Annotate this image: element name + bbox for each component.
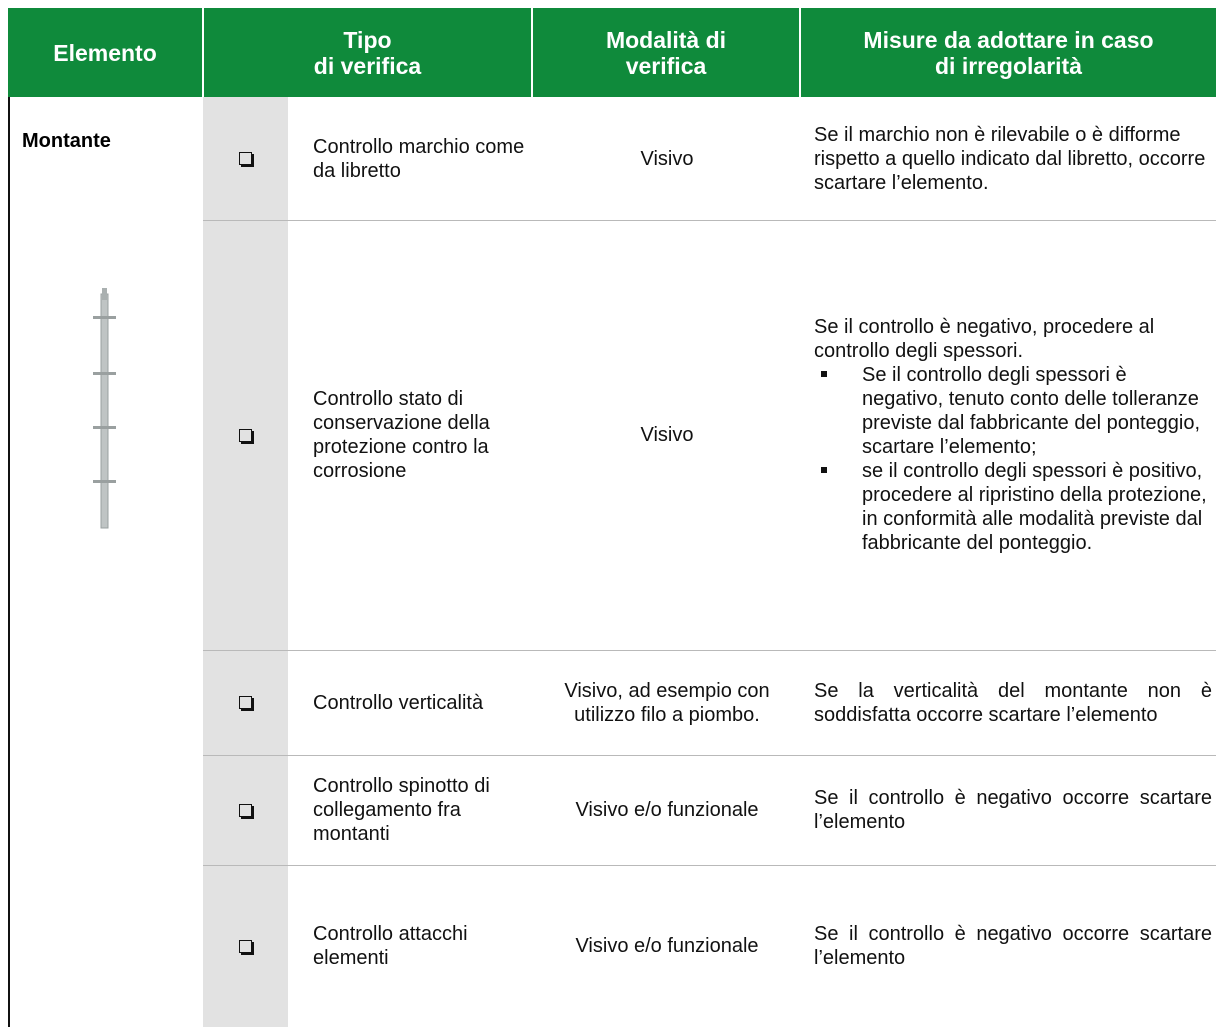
measure-cell: Se il marchio non è rilevabile o è diffo…	[814, 97, 1212, 220]
checkbox	[239, 152, 252, 165]
check-mode: Visivo	[640, 424, 694, 446]
check-type: Controllo spinotto di collegamento fra m…	[313, 775, 490, 845]
check-mode: Visivo, ad esempio con utilizzo filo a p…	[564, 679, 770, 726]
check-type: Controllo marchio come da libretto	[313, 135, 525, 182]
measure-paragraph: Se il controllo è negativo occorre scart…	[814, 787, 1212, 833]
measure-text: Se il marchio non è rilevabile o è diffo…	[814, 123, 1212, 195]
measure-paragraph: Se la verticalità del montante non è sod…	[814, 679, 1212, 726]
measure-text: Se il controllo è negativo, procedere al…	[814, 315, 1212, 555]
element-image	[93, 288, 116, 529]
checkbox-cell	[203, 865, 288, 1027]
measure-list: Se il controllo degli spessori è negativ…	[814, 363, 1212, 555]
measure-paragraph: Se il controllo è negativo occorre scart…	[814, 923, 1212, 969]
measure-text: Se la verticalità del montante non è sod…	[814, 679, 1212, 727]
check-mode: Visivo	[640, 147, 694, 170]
measure-cell: Se il controllo è negativo occorre scart…	[814, 755, 1212, 865]
checkbox	[239, 939, 252, 953]
check-mode: Visivo e/o funzionale	[575, 935, 759, 957]
measure-item: se il controllo degli spessori è positiv…	[821, 459, 1212, 555]
row-separator	[203, 220, 1216, 221]
header-cell: Elemento	[8, 8, 202, 97]
measure-paragraph: Se il marchio non è rilevabile o è diffo…	[814, 123, 1206, 194]
row-separator	[203, 865, 1216, 866]
checkbox-column	[203, 97, 288, 1027]
header-cell: Tipo di verifica	[204, 8, 531, 97]
checkbox-cell	[203, 220, 288, 650]
element-label: Montante	[22, 130, 111, 152]
checkbox	[239, 803, 252, 817]
measure-text: Se il controllo è negativo occorre scart…	[814, 786, 1212, 834]
header-cell: Modalità di verifica	[533, 8, 799, 97]
check-type: Controllo attacchi elementi	[313, 923, 468, 969]
row-separator	[203, 755, 1216, 756]
checkbox-cell	[203, 97, 288, 220]
measure-text: Se il controllo è negativo occorre scart…	[814, 922, 1212, 970]
checkbox-cell	[203, 755, 288, 865]
table-border	[8, 97, 10, 1027]
measure-paragraph: Se il controllo è negativo, procedere al…	[814, 316, 1155, 362]
checkbox	[239, 428, 252, 442]
check-mode: Visivo e/o funzionale	[575, 799, 759, 821]
checkbox-cell	[203, 650, 288, 755]
check-type: Controllo stato di conservazione della p…	[313, 388, 490, 482]
row-separator	[203, 650, 1216, 651]
measure-cell: Se il controllo è negativo, procedere al…	[814, 220, 1212, 650]
check-type: Controllo verticalità	[313, 691, 484, 714]
measure-cell: Se la verticalità del montante non è sod…	[814, 650, 1212, 755]
header-cell: Misure da adottare in caso di irregolari…	[801, 8, 1216, 97]
measure-cell: Se il controllo è negativo occorre scart…	[814, 865, 1212, 1027]
measure-item: Se il controllo degli spessori è negativ…	[821, 363, 1212, 459]
checkbox	[239, 696, 252, 709]
